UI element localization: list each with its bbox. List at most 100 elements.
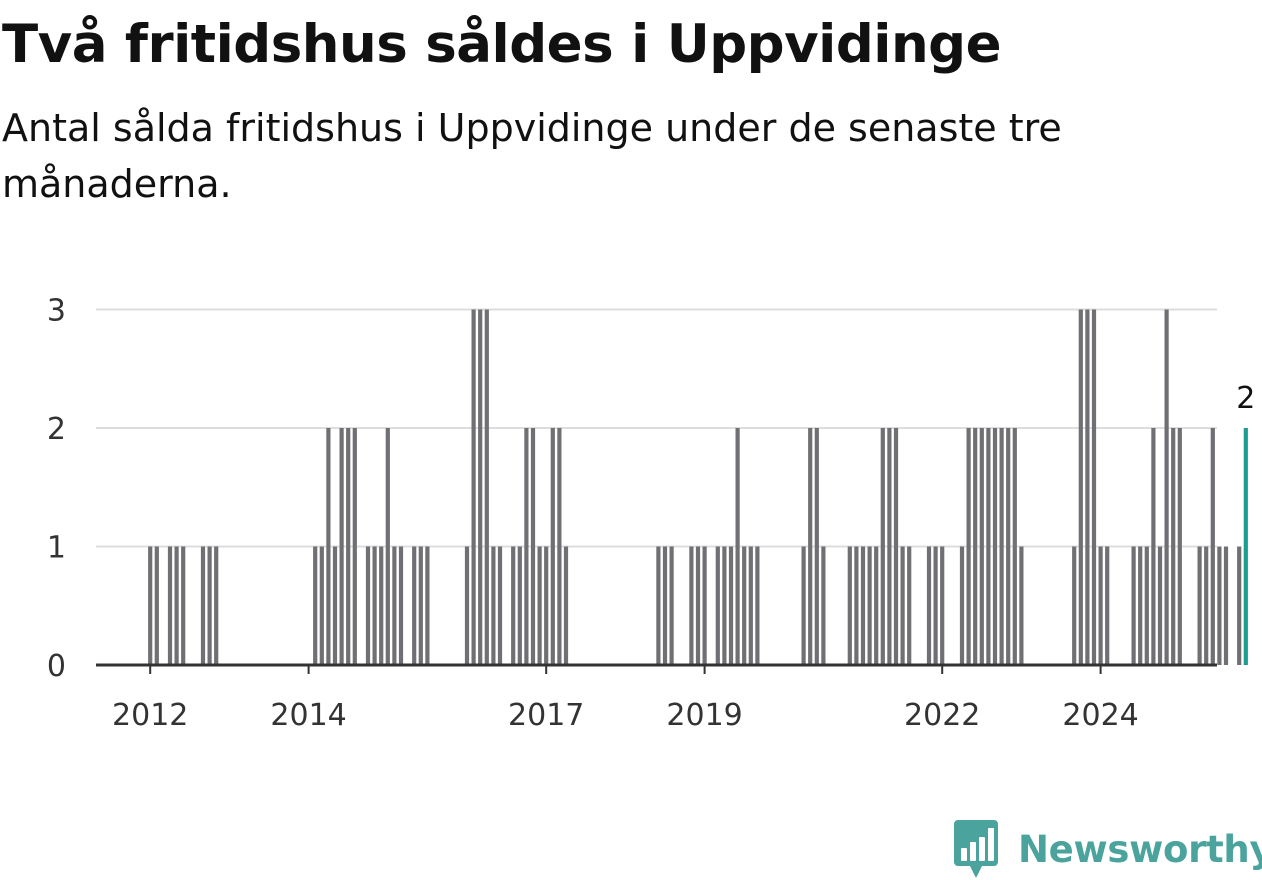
bar [1157, 546, 1163, 665]
bar [425, 546, 430, 665]
bar [893, 428, 899, 665]
bar [339, 428, 344, 665]
axes: 0 1 2 3 2012 2014 2017 2019 2022 2024 [47, 294, 1217, 733]
bar [874, 546, 879, 665]
y-tick-label: 1 [47, 531, 66, 566]
bar [1171, 428, 1176, 665]
bar [656, 546, 661, 665]
bar [326, 428, 331, 665]
bar [966, 428, 971, 665]
bar [662, 546, 668, 665]
gridlines [96, 308, 1217, 548]
bar [1237, 546, 1242, 665]
bar [973, 428, 978, 665]
bar [979, 428, 984, 665]
x-tick-label: 2022 [904, 698, 980, 733]
bar [484, 309, 489, 665]
y-tick-label: 0 [47, 649, 66, 684]
bar [497, 546, 503, 665]
bar [154, 546, 159, 665]
bar [392, 546, 397, 665]
bar [537, 546, 542, 665]
bar [412, 546, 417, 665]
bar [491, 546, 496, 665]
bar [524, 428, 529, 665]
bar [907, 546, 912, 665]
bar [847, 546, 852, 665]
bar [808, 428, 813, 665]
bar [550, 428, 555, 665]
bar [181, 546, 186, 665]
bar [1085, 309, 1090, 665]
bar [319, 546, 324, 665]
latest-value-label: 2 [1236, 381, 1255, 416]
bar-latest [1243, 428, 1248, 665]
bar [1197, 546, 1202, 665]
bar [986, 428, 991, 665]
bar-chart: 2 0 1 2 3 2012 2014 2017 2019 2022 2024 [47, 294, 1255, 734]
bar [1091, 309, 1097, 665]
x-tick-label: 2012 [112, 698, 188, 733]
bar [1144, 546, 1149, 665]
brand-name: Newsworthy [1018, 827, 1262, 871]
bars: 2 [148, 309, 1255, 665]
bar [544, 546, 549, 665]
bar [148, 546, 153, 665]
newsworthy-logo-icon [954, 820, 998, 878]
bar [332, 546, 338, 665]
y-tick-label: 3 [47, 294, 66, 329]
bar [207, 546, 212, 665]
bar [999, 428, 1004, 665]
bar [200, 546, 206, 665]
bar [695, 546, 701, 665]
bar [1210, 428, 1215, 665]
bar [992, 428, 998, 665]
bar [1223, 546, 1229, 665]
bar [365, 546, 371, 665]
bar [821, 546, 826, 665]
bar [1217, 546, 1222, 665]
bar [702, 546, 707, 665]
bar [860, 546, 866, 665]
bar [372, 546, 377, 665]
bar [464, 546, 470, 665]
bar [1105, 546, 1110, 665]
bar [418, 546, 423, 665]
bar [385, 428, 390, 665]
bar [563, 546, 569, 665]
bar [1204, 546, 1209, 665]
x-tick-label: 2019 [666, 698, 742, 733]
bar [1012, 428, 1017, 665]
bar [1078, 309, 1083, 665]
bar [478, 309, 483, 665]
bar [926, 546, 932, 665]
bar [1131, 546, 1136, 665]
bar [346, 428, 351, 665]
x-tick-label: 2024 [1062, 698, 1138, 733]
bar [801, 546, 806, 665]
bar [471, 309, 476, 665]
bar [854, 546, 859, 665]
bar [167, 546, 173, 665]
bar [722, 546, 727, 665]
bar [1164, 309, 1169, 665]
bar [1138, 546, 1143, 665]
bar [214, 546, 219, 665]
bar [517, 546, 522, 665]
bar [398, 546, 404, 665]
bar [959, 546, 965, 665]
bar [174, 546, 179, 665]
bar [940, 546, 945, 665]
bar [313, 546, 318, 665]
bar [530, 428, 536, 665]
bar [1098, 546, 1103, 665]
x-tick-label: 2017 [508, 698, 584, 733]
bar [728, 546, 734, 665]
bar [1177, 428, 1182, 665]
bar [748, 546, 753, 665]
bar [352, 428, 357, 665]
bar [735, 428, 740, 665]
bar [887, 428, 892, 665]
bar [1006, 428, 1011, 665]
bar [669, 546, 674, 665]
